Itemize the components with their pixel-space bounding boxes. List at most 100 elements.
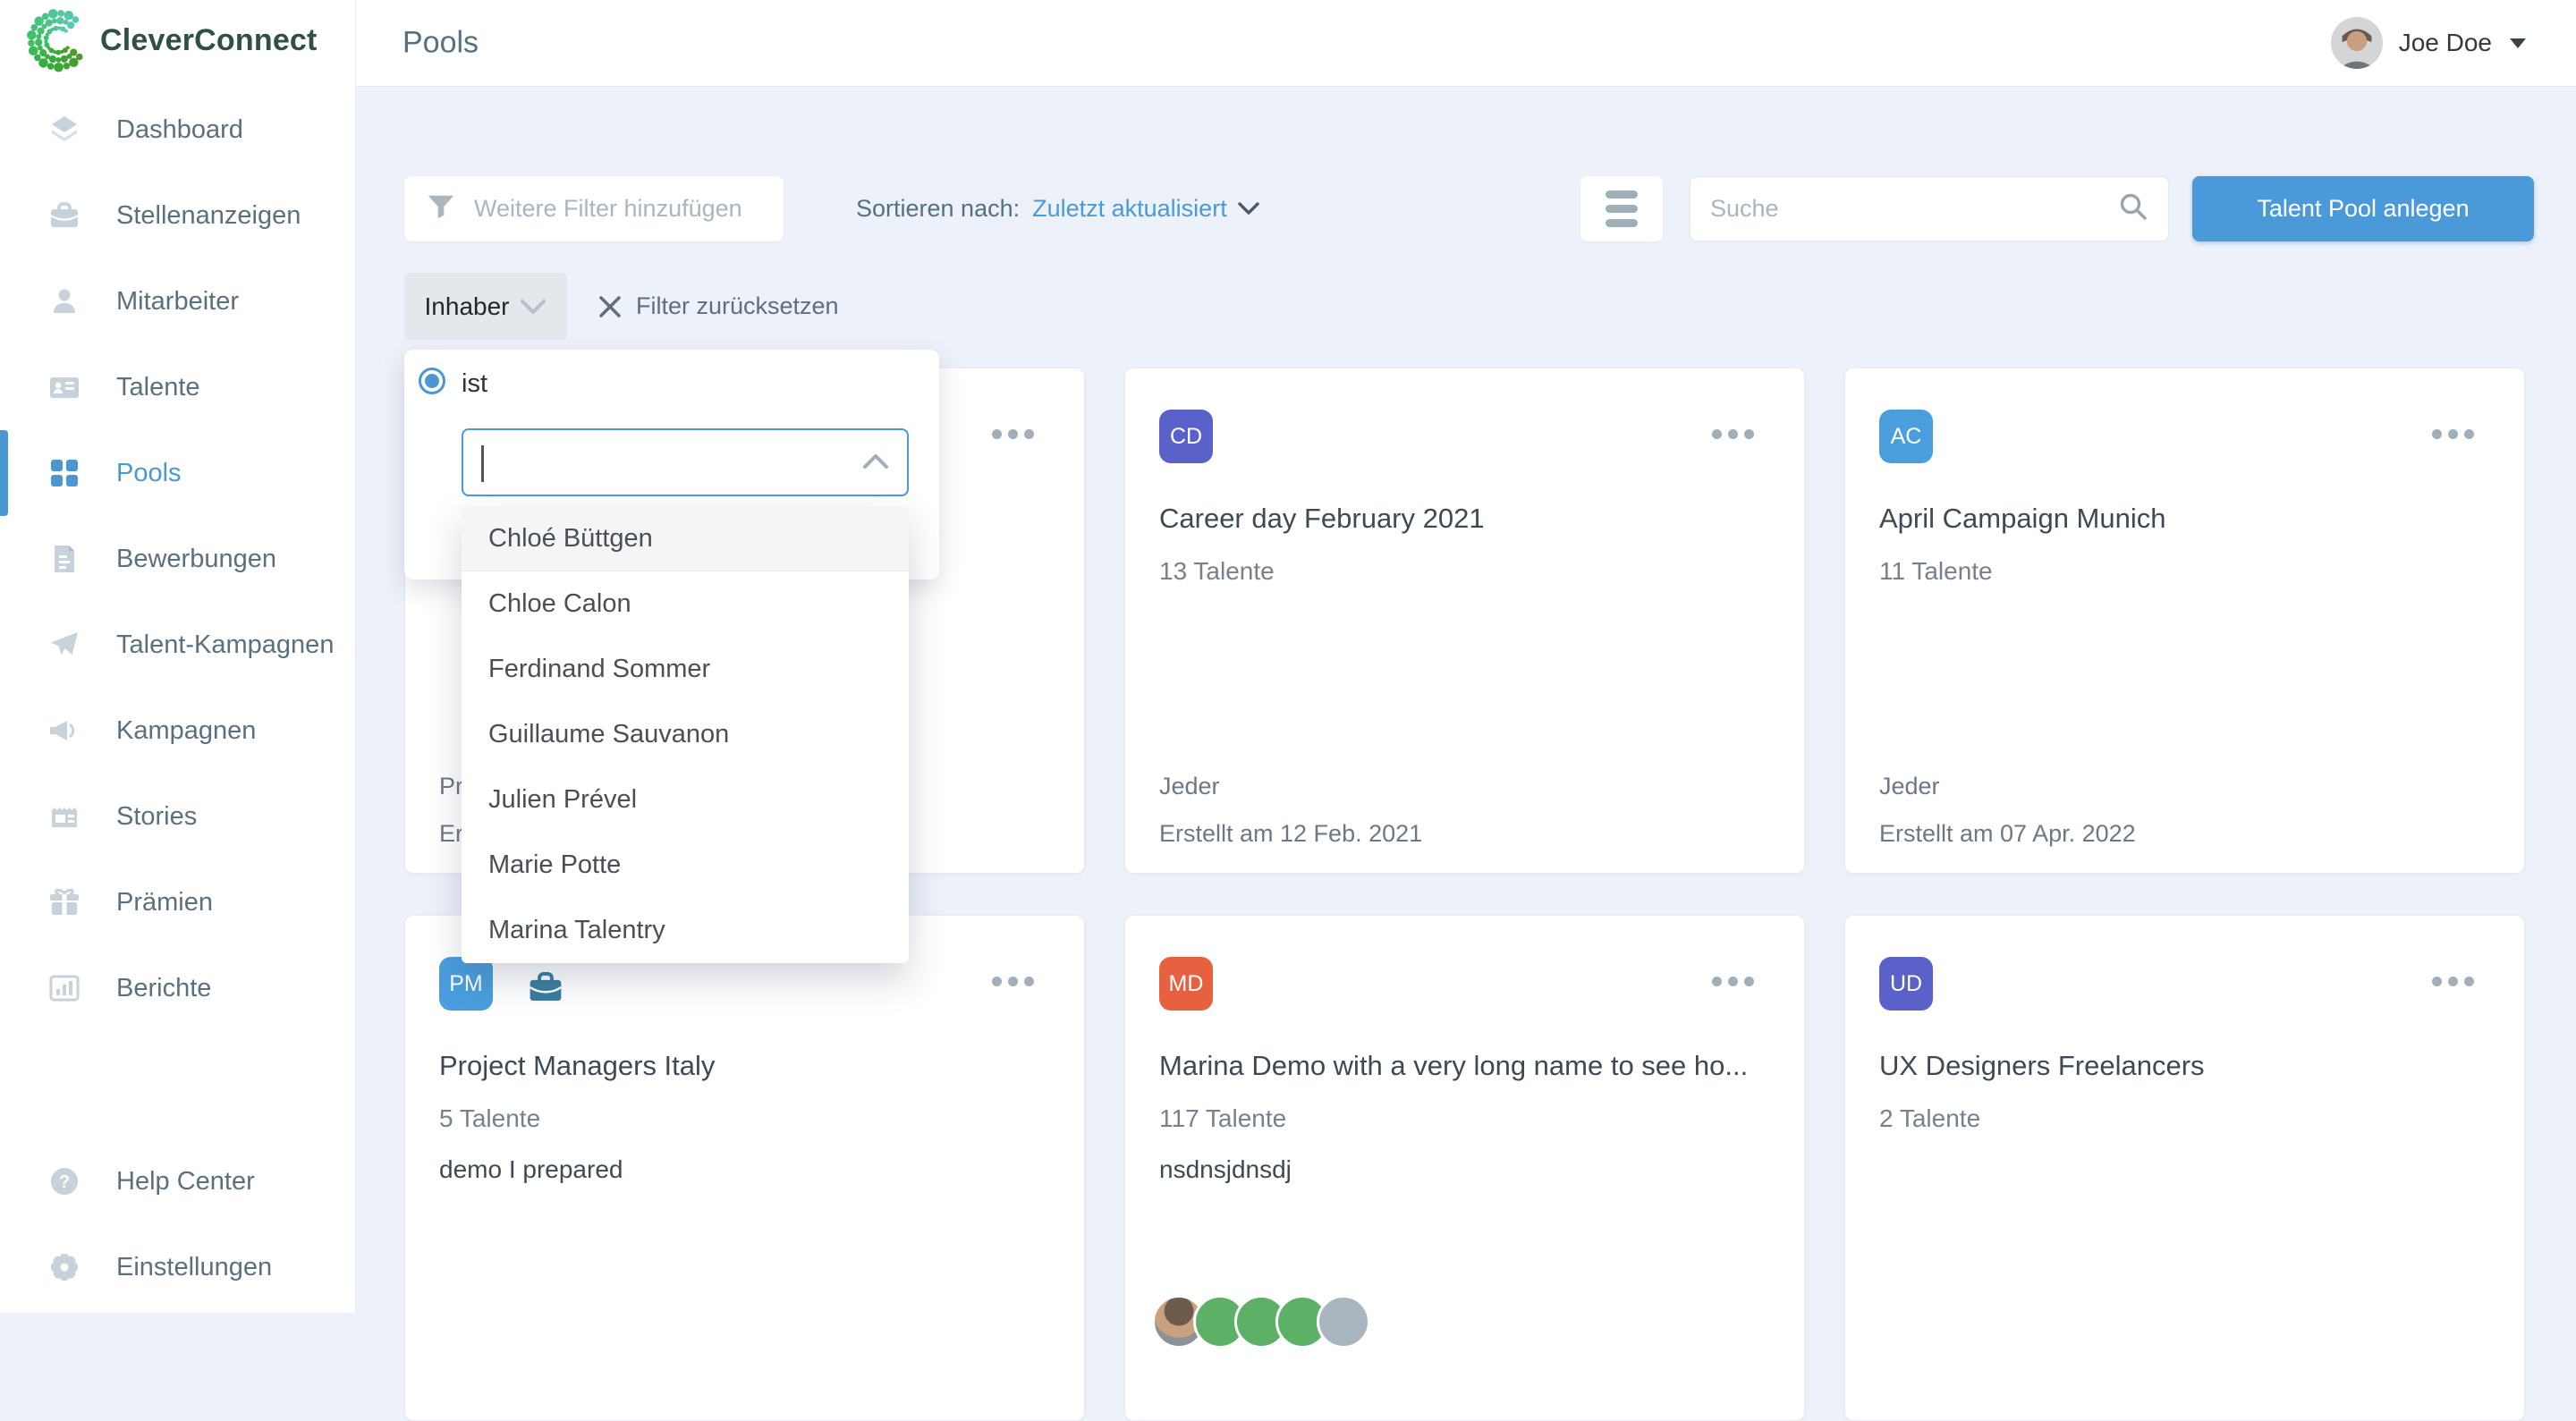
pool-talent-count: 5 Talente bbox=[439, 1104, 541, 1132]
owner-option[interactable]: Guillaume Sauvanon bbox=[488, 720, 730, 749]
owner-option[interactable]: Chloé Büttgen bbox=[462, 506, 909, 571]
megaphone-icon bbox=[47, 714, 81, 748]
sidebar-item-label: Bewerbungen bbox=[116, 544, 276, 573]
pool-created-date: Erstellt am 07 Apr. 2022 bbox=[1879, 820, 2136, 847]
close-icon bbox=[599, 295, 621, 317]
pool-title: Marina Demo with a very long name to see… bbox=[1159, 1050, 1749, 1081]
list-view-toggle-button[interactable] bbox=[1580, 176, 1663, 241]
user-menu[interactable]: Joe Doe bbox=[2330, 17, 2526, 69]
question-icon: ? bbox=[47, 1164, 81, 1198]
card-menu-button[interactable] bbox=[2432, 977, 2474, 986]
layers-icon bbox=[47, 113, 81, 147]
brand-logo-icon bbox=[27, 9, 83, 72]
sidebar-item-kampagnen[interactable]: Kampagnen bbox=[0, 688, 355, 774]
user-name: Joe Doe bbox=[2398, 29, 2492, 56]
sidebar-item-bewerbungen[interactable]: Bewerbungen bbox=[0, 516, 355, 602]
sidebar-item-praemien[interactable]: Prämien bbox=[0, 859, 355, 945]
sidebar-item-einstellungen[interactable]: Einstellungen bbox=[0, 1224, 355, 1310]
card-menu-button[interactable] bbox=[1712, 429, 1754, 439]
operator-radio-ist[interactable] bbox=[419, 368, 445, 394]
list-icon bbox=[1606, 190, 1638, 199]
chevron-down-icon bbox=[521, 299, 547, 314]
pool-card-career-day[interactable]: CD Career day February 2021 13 Talente J… bbox=[1124, 368, 1805, 874]
owner-option[interactable]: Marie Potte bbox=[488, 850, 622, 879]
operator-label: ist bbox=[462, 369, 487, 398]
pool-description: demo I prepared bbox=[439, 1155, 623, 1183]
pool-talent-count: 2 Talente bbox=[1879, 1104, 1981, 1132]
reset-filters-button[interactable]: Filter zurücksetzen bbox=[598, 273, 839, 340]
pool-visibility: Jeder bbox=[1159, 773, 1220, 799]
grid-icon bbox=[47, 456, 81, 490]
pool-card-project-managers[interactable]: PM Project Managers Italy 5 Talente demo… bbox=[404, 915, 1085, 1421]
sidebar-item-label: Kampagnen bbox=[116, 715, 257, 745]
sort-value-dropdown[interactable]: Zuletzt aktualisiert bbox=[1032, 195, 1259, 223]
add-filter-placeholder: Weitere Filter hinzufügen bbox=[474, 195, 742, 222]
card-menu-button[interactable] bbox=[992, 977, 1034, 986]
sidebar-item-label: Dashboard bbox=[116, 114, 243, 144]
pool-card-april-campaign[interactable]: AC April Campaign Munich 11 Talente Jede… bbox=[1844, 368, 2525, 874]
card-menu-button[interactable] bbox=[1712, 977, 1754, 986]
pool-card-ux-designers[interactable]: UD UX Designers Freelancers 2 Talente bbox=[1844, 915, 2525, 1421]
sidebar-item-stories[interactable]: Stories bbox=[0, 774, 355, 859]
sidebar-item-mitarbeiter[interactable]: Mitarbeiter bbox=[0, 258, 355, 344]
sidebar-item-label: Stellenanzeigen bbox=[116, 200, 301, 230]
add-filter-input[interactable]: Weitere Filter hinzufügen bbox=[404, 176, 784, 241]
pool-initials-avatar: CD bbox=[1159, 410, 1213, 463]
page-title: Pools bbox=[402, 25, 479, 60]
member-avatar-group bbox=[1152, 1295, 1370, 1349]
top-header: Pools Joe Doe bbox=[356, 0, 2576, 87]
funnel-icon bbox=[426, 192, 456, 225]
member-avatar bbox=[1317, 1295, 1370, 1349]
brand-name: CleverConnect bbox=[100, 22, 318, 57]
sidebar-item-talente[interactable]: Talente bbox=[0, 344, 355, 430]
svg-text:?: ? bbox=[59, 1172, 70, 1192]
sidebar-item-talent-kampagnen[interactable]: Talent-Kampagnen bbox=[0, 602, 355, 688]
create-talent-pool-button[interactable]: Talent Pool anlegen bbox=[2192, 176, 2534, 241]
sidebar-item-help-center[interactable]: ? Help Center bbox=[0, 1138, 355, 1224]
search-icon bbox=[2118, 191, 2148, 226]
sidebar-item-berichte[interactable]: Berichte bbox=[0, 945, 355, 1031]
briefcase-icon bbox=[47, 199, 81, 233]
filter-chip-label: Inhaber bbox=[424, 292, 510, 320]
id-card-icon bbox=[47, 370, 81, 404]
owner-option[interactable]: Chloe Calon bbox=[488, 589, 631, 618]
chevron-down-icon bbox=[2510, 38, 2526, 48]
owner-options-menu: Chloé Büttgen Chloe Calon Ferdinand Somm… bbox=[462, 506, 909, 963]
brand-logo[interactable]: CleverConnect bbox=[23, 5, 318, 75]
search-placeholder: Suche bbox=[1710, 195, 1779, 222]
pool-initials-avatar: PM bbox=[439, 957, 493, 1011]
file-text-icon bbox=[47, 542, 81, 576]
user-avatar bbox=[2330, 17, 2383, 69]
sidebar-item-label: Einstellungen bbox=[116, 1252, 273, 1281]
pool-title: April Campaign Munich bbox=[1879, 503, 2166, 534]
owner-option[interactable]: Ferdinand Sommer bbox=[488, 655, 711, 683]
sidebar-item-label: Prämien bbox=[116, 887, 213, 917]
search-input[interactable]: Suche bbox=[1690, 176, 2169, 241]
person-icon bbox=[47, 284, 81, 318]
pool-talent-count: 11 Talente bbox=[1879, 557, 1993, 585]
sidebar-footer: ? Help Center Einstellungen bbox=[0, 1138, 355, 1310]
sidebar-item-label: Talente bbox=[116, 372, 200, 402]
paper-plane-icon bbox=[47, 628, 81, 662]
briefcase-icon bbox=[525, 968, 566, 1011]
pool-initials-avatar: MD bbox=[1159, 957, 1213, 1011]
sidebar-item-label: Talent-Kampagnen bbox=[116, 630, 335, 659]
sidebar-item-dashboard[interactable]: Dashboard bbox=[0, 87, 355, 173]
chevron-down-icon bbox=[1238, 202, 1259, 215]
sort-control: Sortieren nach: Zuletzt aktualisiert bbox=[856, 176, 1259, 241]
card-menu-button[interactable] bbox=[992, 429, 1034, 439]
owner-search-input[interactable] bbox=[462, 428, 909, 496]
sidebar-item-pools[interactable]: Pools bbox=[0, 430, 355, 516]
pool-card-marina-demo[interactable]: MD Marina Demo with a very long name to … bbox=[1124, 915, 1805, 1421]
sidebar-item-stellenanzeigen[interactable]: Stellenanzeigen bbox=[0, 173, 355, 258]
filter-chip-inhaber[interactable]: Inhaber bbox=[404, 273, 567, 340]
chevron-up-icon bbox=[862, 453, 889, 474]
sort-label: Sortieren nach: bbox=[856, 195, 1021, 222]
owner-option[interactable]: Marina Talentry bbox=[488, 916, 665, 944]
pool-visibility: Jeder bbox=[1879, 773, 1940, 799]
owner-option[interactable]: Julien Prével bbox=[488, 785, 638, 814]
pool-title: Project Managers Italy bbox=[439, 1050, 716, 1081]
reset-filters-label: Filter zurücksetzen bbox=[636, 292, 839, 319]
card-menu-button[interactable] bbox=[2432, 429, 2474, 439]
sidebar-item-label: Help Center bbox=[116, 1166, 255, 1196]
